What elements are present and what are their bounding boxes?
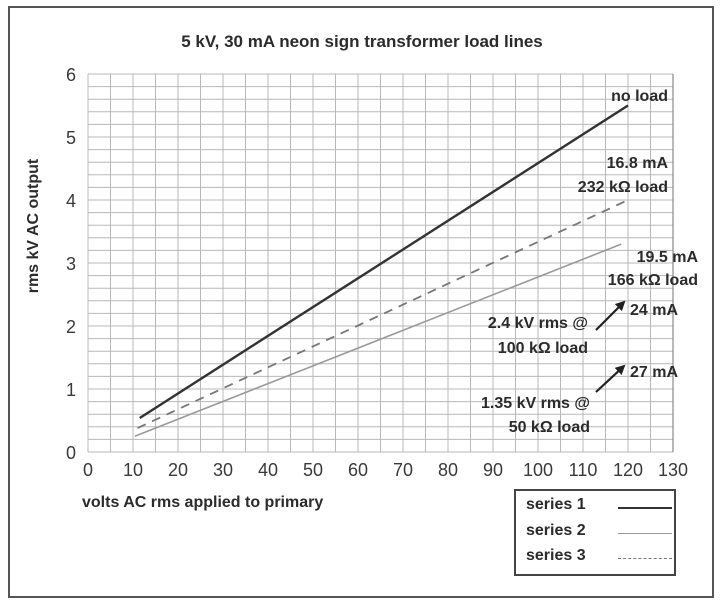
annotation-series2-current: 19.5 mA xyxy=(637,249,699,266)
svg-text:80: 80 xyxy=(438,460,458,480)
arrow-icon-27ma xyxy=(595,364,626,393)
series-lines xyxy=(134,104,629,437)
annotation-27ma: 27 mA xyxy=(630,364,678,381)
svg-text:70: 70 xyxy=(393,460,413,480)
y-tick-labels: 0 1 2 3 4 5 6 xyxy=(66,65,76,463)
annotation-no-load: no load xyxy=(611,88,668,105)
svg-text:4: 4 xyxy=(66,191,76,211)
svg-text:2: 2 xyxy=(66,317,76,337)
svg-text:40: 40 xyxy=(258,460,278,480)
legend: series 1 series 2 series 3 xyxy=(514,489,676,576)
svg-text:6: 6 xyxy=(66,65,76,85)
annotation-50k-load: 50 kΩ load xyxy=(509,419,590,436)
chart-title: 5 kV, 30 mA neon sign transformer load l… xyxy=(181,32,543,51)
solid-light-line-icon xyxy=(618,533,672,534)
dashed-line-icon xyxy=(618,558,672,559)
annotation-series2-load: 166 kΩ load xyxy=(608,272,698,289)
svg-text:0: 0 xyxy=(83,460,93,480)
grid xyxy=(87,73,674,453)
annotation-series3-load: 232 kΩ load xyxy=(578,179,668,196)
legend-item-series-2: series 2 xyxy=(526,522,672,548)
arrow-icon-24ma xyxy=(595,300,626,331)
svg-text:130: 130 xyxy=(658,460,688,480)
svg-text:50: 50 xyxy=(303,460,323,480)
x-axis-label: volts AC rms applied to primary xyxy=(82,494,324,511)
annotation-2-4kv: 2.4 kV rms @ xyxy=(488,315,588,332)
svg-text:3: 3 xyxy=(66,254,76,274)
svg-text:30: 30 xyxy=(213,460,233,480)
svg-text:60: 60 xyxy=(348,460,368,480)
x-tick-labels: 0 10 20 30 40 50 60 70 80 90 100 110 120 130 xyxy=(83,460,688,480)
legend-label: series 2 xyxy=(526,522,586,539)
svg-text:5: 5 xyxy=(66,128,76,148)
annotation-series3-current: 16.8 mA xyxy=(607,155,669,172)
svg-text:90: 90 xyxy=(483,460,503,480)
annotation-1-35kv: 1.35 kV rms @ xyxy=(481,395,590,412)
legend-item-series-3: series 3 xyxy=(526,547,672,573)
svg-text:120: 120 xyxy=(613,460,643,480)
svg-text:110: 110 xyxy=(569,460,598,480)
svg-text:10: 10 xyxy=(123,460,143,480)
legend-label: series 3 xyxy=(526,547,586,564)
annotation-100k-load: 100 kΩ load xyxy=(498,340,588,357)
svg-text:1: 1 xyxy=(66,380,76,400)
legend-item-series-1: series 1 xyxy=(526,496,672,522)
svg-text:100: 100 xyxy=(523,460,553,480)
svg-text:20: 20 xyxy=(168,460,188,480)
solid-dark-line-icon xyxy=(618,507,672,509)
legend-label: series 1 xyxy=(526,496,586,513)
chart-frame xyxy=(8,6,714,598)
svg-text:0: 0 xyxy=(66,443,76,463)
annotation-24ma: 24 mA xyxy=(630,302,678,319)
